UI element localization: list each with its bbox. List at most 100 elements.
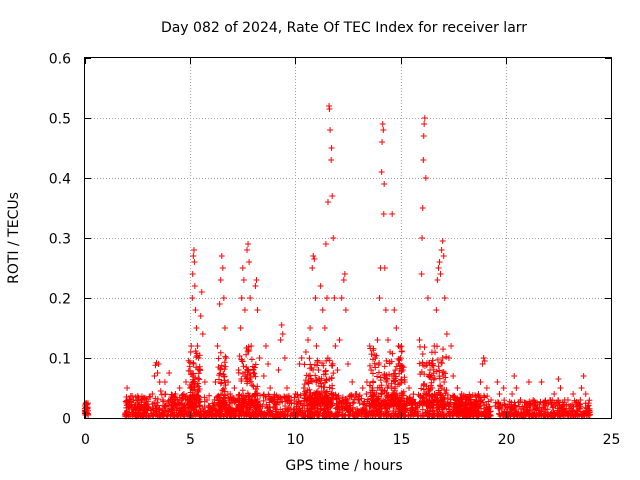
data-point bbox=[173, 400, 180, 407]
data-point bbox=[320, 407, 327, 414]
data-point bbox=[369, 370, 376, 377]
data-point bbox=[277, 337, 284, 343]
data-point bbox=[186, 363, 193, 370]
data-point bbox=[328, 157, 335, 163]
data-point bbox=[499, 402, 506, 409]
data-point bbox=[434, 277, 441, 283]
data-point bbox=[414, 403, 421, 409]
data-point bbox=[574, 403, 581, 409]
data-point bbox=[381, 370, 388, 377]
data-point bbox=[381, 363, 388, 370]
data-point bbox=[383, 357, 390, 364]
data-point bbox=[390, 377, 397, 384]
data-point bbox=[428, 360, 435, 367]
data-point bbox=[406, 385, 413, 391]
data-point bbox=[366, 343, 373, 350]
data-point bbox=[509, 391, 516, 397]
data-point bbox=[266, 399, 273, 406]
data-point bbox=[463, 407, 470, 414]
data-point bbox=[530, 397, 537, 403]
data-point bbox=[410, 391, 417, 398]
data-point bbox=[372, 364, 379, 371]
data-point bbox=[423, 395, 430, 402]
data-point bbox=[314, 357, 321, 364]
data-point bbox=[418, 271, 425, 277]
data-point bbox=[442, 412, 449, 419]
data-point bbox=[204, 397, 211, 403]
data-point bbox=[149, 391, 156, 397]
x-tick-label: 0 bbox=[81, 432, 90, 448]
data-point bbox=[273, 406, 280, 413]
data-point bbox=[191, 259, 198, 265]
data-point bbox=[271, 397, 278, 403]
data-point bbox=[245, 241, 252, 247]
data-point bbox=[509, 405, 516, 412]
data-point bbox=[308, 411, 315, 418]
data-point bbox=[312, 372, 319, 379]
data-point bbox=[421, 115, 428, 121]
data-point bbox=[244, 247, 251, 253]
data-point bbox=[185, 357, 192, 364]
data-point bbox=[371, 360, 378, 367]
data-point bbox=[195, 370, 202, 377]
data-point bbox=[419, 205, 426, 211]
data-point bbox=[250, 383, 257, 390]
data-point bbox=[350, 412, 357, 419]
data-point bbox=[407, 394, 414, 401]
data-point bbox=[355, 397, 362, 403]
data-point bbox=[483, 385, 490, 391]
data-point bbox=[397, 355, 404, 361]
data-point bbox=[496, 391, 503, 397]
data-point bbox=[388, 398, 395, 405]
data-point bbox=[486, 403, 493, 410]
data-point bbox=[481, 358, 488, 364]
data-point bbox=[438, 359, 445, 366]
data-point bbox=[400, 364, 407, 371]
data-point bbox=[168, 394, 175, 400]
data-point bbox=[437, 391, 444, 398]
data-point bbox=[222, 382, 229, 389]
data-point bbox=[305, 337, 312, 343]
data-point bbox=[212, 407, 219, 414]
data-point bbox=[326, 357, 333, 364]
data-point bbox=[216, 372, 223, 379]
data-point bbox=[426, 374, 433, 381]
data-point bbox=[192, 307, 199, 313]
data-point bbox=[380, 398, 387, 405]
data-point bbox=[187, 348, 194, 355]
data-point bbox=[391, 307, 398, 313]
data-point bbox=[253, 277, 260, 283]
data-point bbox=[543, 409, 550, 416]
data-point bbox=[436, 259, 443, 265]
data-point bbox=[431, 343, 438, 349]
data-point bbox=[496, 404, 503, 411]
data-point bbox=[306, 365, 313, 372]
data-point bbox=[182, 379, 189, 385]
data-point bbox=[310, 253, 317, 259]
data-point bbox=[477, 397, 484, 404]
data-point bbox=[419, 351, 426, 358]
data-point bbox=[130, 397, 137, 403]
data-point bbox=[221, 400, 228, 407]
data-point bbox=[442, 390, 449, 397]
data-point bbox=[263, 401, 270, 408]
data-point bbox=[429, 385, 436, 391]
data-point bbox=[429, 357, 436, 364]
x-tick-label: 20 bbox=[498, 432, 516, 448]
data-point bbox=[342, 307, 349, 313]
data-point bbox=[530, 406, 537, 413]
data-point bbox=[263, 411, 270, 418]
data-point bbox=[248, 397, 255, 404]
data-point bbox=[427, 367, 434, 373]
data-point bbox=[300, 385, 307, 391]
data-point bbox=[190, 247, 197, 253]
data-point bbox=[345, 361, 351, 367]
data-point bbox=[220, 371, 227, 378]
data-point bbox=[145, 398, 152, 405]
data-point bbox=[578, 385, 585, 391]
data-point bbox=[438, 247, 445, 253]
data-point bbox=[439, 355, 446, 362]
data-point bbox=[134, 400, 141, 406]
data-point bbox=[424, 402, 431, 409]
y-tick-label: 0.3 bbox=[49, 232, 71, 248]
